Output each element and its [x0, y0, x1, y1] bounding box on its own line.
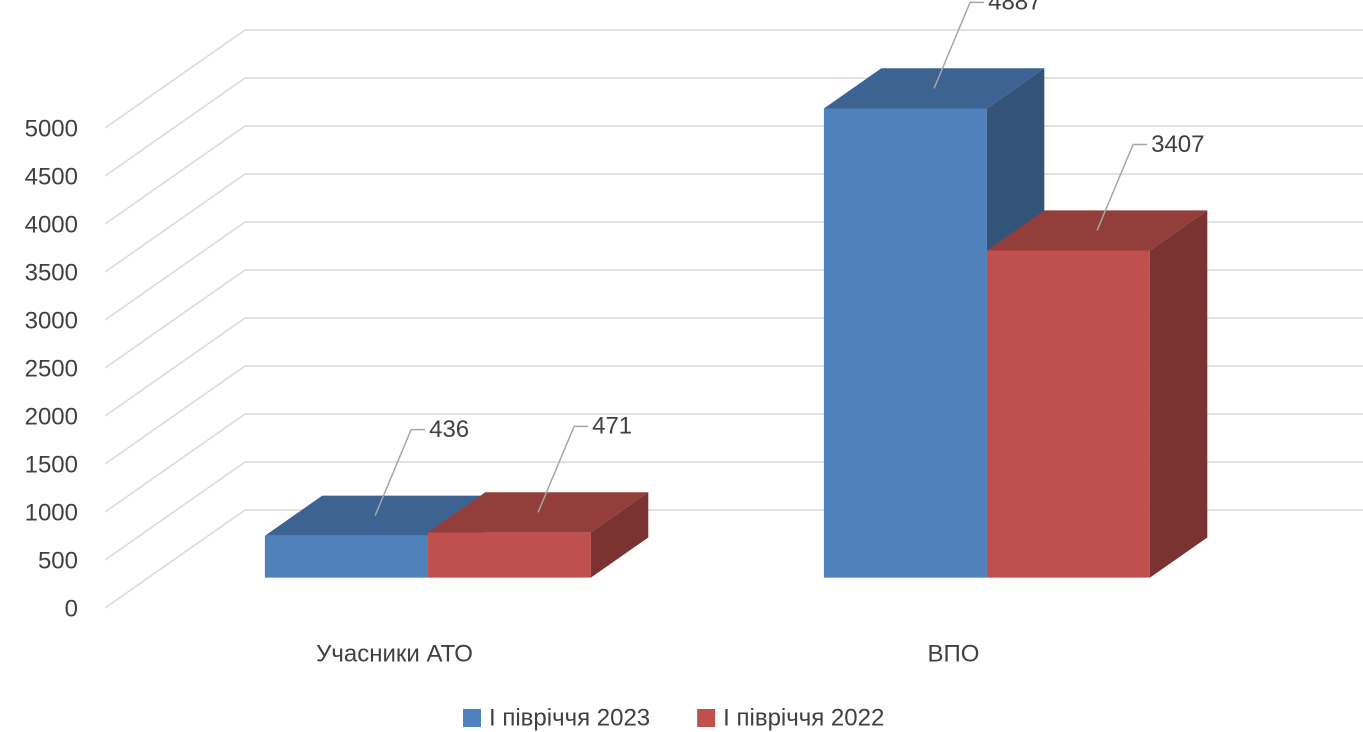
y-tick-label: 4000	[25, 211, 78, 238]
bar-front	[986, 250, 1150, 578]
legend-swatch	[697, 709, 716, 727]
legend-label: І півріччя 2023	[489, 704, 650, 731]
grid-line	[104, 509, 246, 609]
y-tick-label: 4500	[25, 163, 78, 190]
bar-side	[1149, 210, 1208, 578]
y-tick-label: 5000	[25, 115, 78, 142]
data-label: 471	[592, 413, 632, 440]
leader-line	[537, 425, 589, 513]
y-tick-label: 500	[38, 547, 78, 574]
bar-top	[264, 495, 486, 536]
leader-line	[374, 428, 426, 516]
legend-label: І півріччя 2022	[723, 704, 884, 731]
y-tick-label: 0	[65, 595, 78, 622]
y-tick-label: 1000	[25, 499, 78, 526]
legend-swatch	[463, 709, 481, 727]
data-label: 436	[429, 416, 469, 443]
bar	[427, 492, 649, 578]
bar-side	[590, 492, 649, 578]
bar-front	[427, 532, 591, 578]
grid-line	[104, 461, 246, 561]
grid-line	[104, 221, 246, 321]
grid-line	[104, 125, 246, 225]
grid-line	[104, 173, 246, 273]
grid-line	[104, 29, 246, 129]
y-tick-label: 2000	[25, 403, 78, 430]
leader-line	[1096, 143, 1148, 231]
data-label: 4887	[988, 0, 1041, 16]
x-tick-label: ВПО	[928, 640, 980, 667]
data-label: 3407	[1151, 131, 1204, 158]
bar	[986, 210, 1208, 578]
bar-front	[823, 108, 987, 578]
grid-line	[104, 365, 246, 465]
leader-line	[933, 1, 985, 89]
grid-line	[104, 269, 246, 369]
grid-line	[104, 317, 246, 417]
grid-line	[104, 77, 246, 177]
y-tick-label: 3000	[25, 307, 78, 334]
y-tick-label: 1500	[25, 451, 78, 478]
bar-front	[264, 535, 428, 578]
grid-line	[104, 413, 246, 513]
y-tick-label: 2500	[25, 355, 78, 382]
x-tick-label: Учасники АТО	[316, 640, 473, 667]
y-tick-label: 3500	[25, 259, 78, 286]
